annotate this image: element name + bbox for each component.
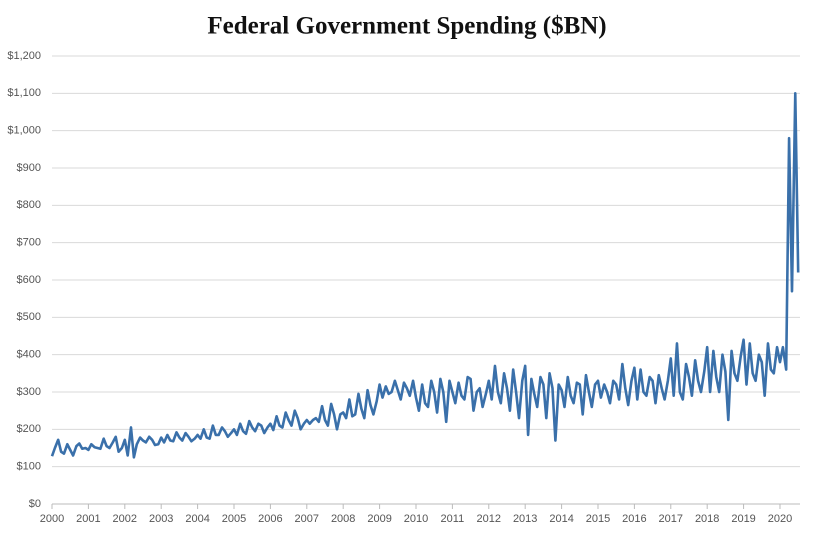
y-tick-label: $100: [17, 461, 41, 473]
y-tick-label: $500: [17, 311, 41, 323]
x-tick-label: 2003: [149, 513, 173, 525]
x-tick-label: 2010: [404, 513, 428, 525]
chart-title: Federal Government Spending ($BN): [207, 13, 606, 40]
data-line: [50, 92, 800, 459]
x-tick-label: 2011: [441, 513, 465, 525]
x-tick-label: 2006: [258, 513, 282, 525]
x-tick-label: 2007: [295, 513, 319, 525]
x-tick-label: 2000: [40, 513, 64, 525]
x-tick-label: 2015: [586, 513, 610, 525]
y-tick-label: $700: [17, 237, 41, 249]
x-tick-label: 2005: [222, 513, 246, 525]
y-tick-label: $400: [17, 349, 41, 361]
y-tick-label: $1,000: [7, 125, 41, 137]
x-tick-label: 2019: [731, 513, 755, 525]
x-tick-label: 2017: [659, 513, 683, 525]
y-tick-label: $1,200: [7, 50, 41, 62]
x-tick-label: 2018: [695, 513, 719, 525]
x-tick-label: 2001: [76, 513, 100, 525]
x-tick-label: 2014: [549, 513, 573, 525]
y-tick-label: $1,100: [7, 87, 41, 99]
x-tick-label: 2016: [622, 513, 646, 525]
x-tick-label: 2020: [768, 513, 792, 525]
x-tick-label: 2009: [367, 513, 391, 525]
x-tick-label: 2008: [331, 513, 355, 525]
x-tick-label: 2002: [113, 513, 137, 525]
y-tick-label: $900: [17, 162, 41, 174]
y-tick-label: $300: [17, 386, 41, 398]
x-tick-label: 2013: [513, 513, 537, 525]
y-tick-label: $800: [17, 199, 41, 211]
y-tick-label: $0: [29, 498, 41, 510]
y-tick-label: $600: [17, 274, 41, 286]
y-tick-label: $200: [17, 423, 41, 435]
x-tick-label: 2012: [477, 513, 501, 525]
x-tick-label: 2004: [185, 513, 209, 525]
